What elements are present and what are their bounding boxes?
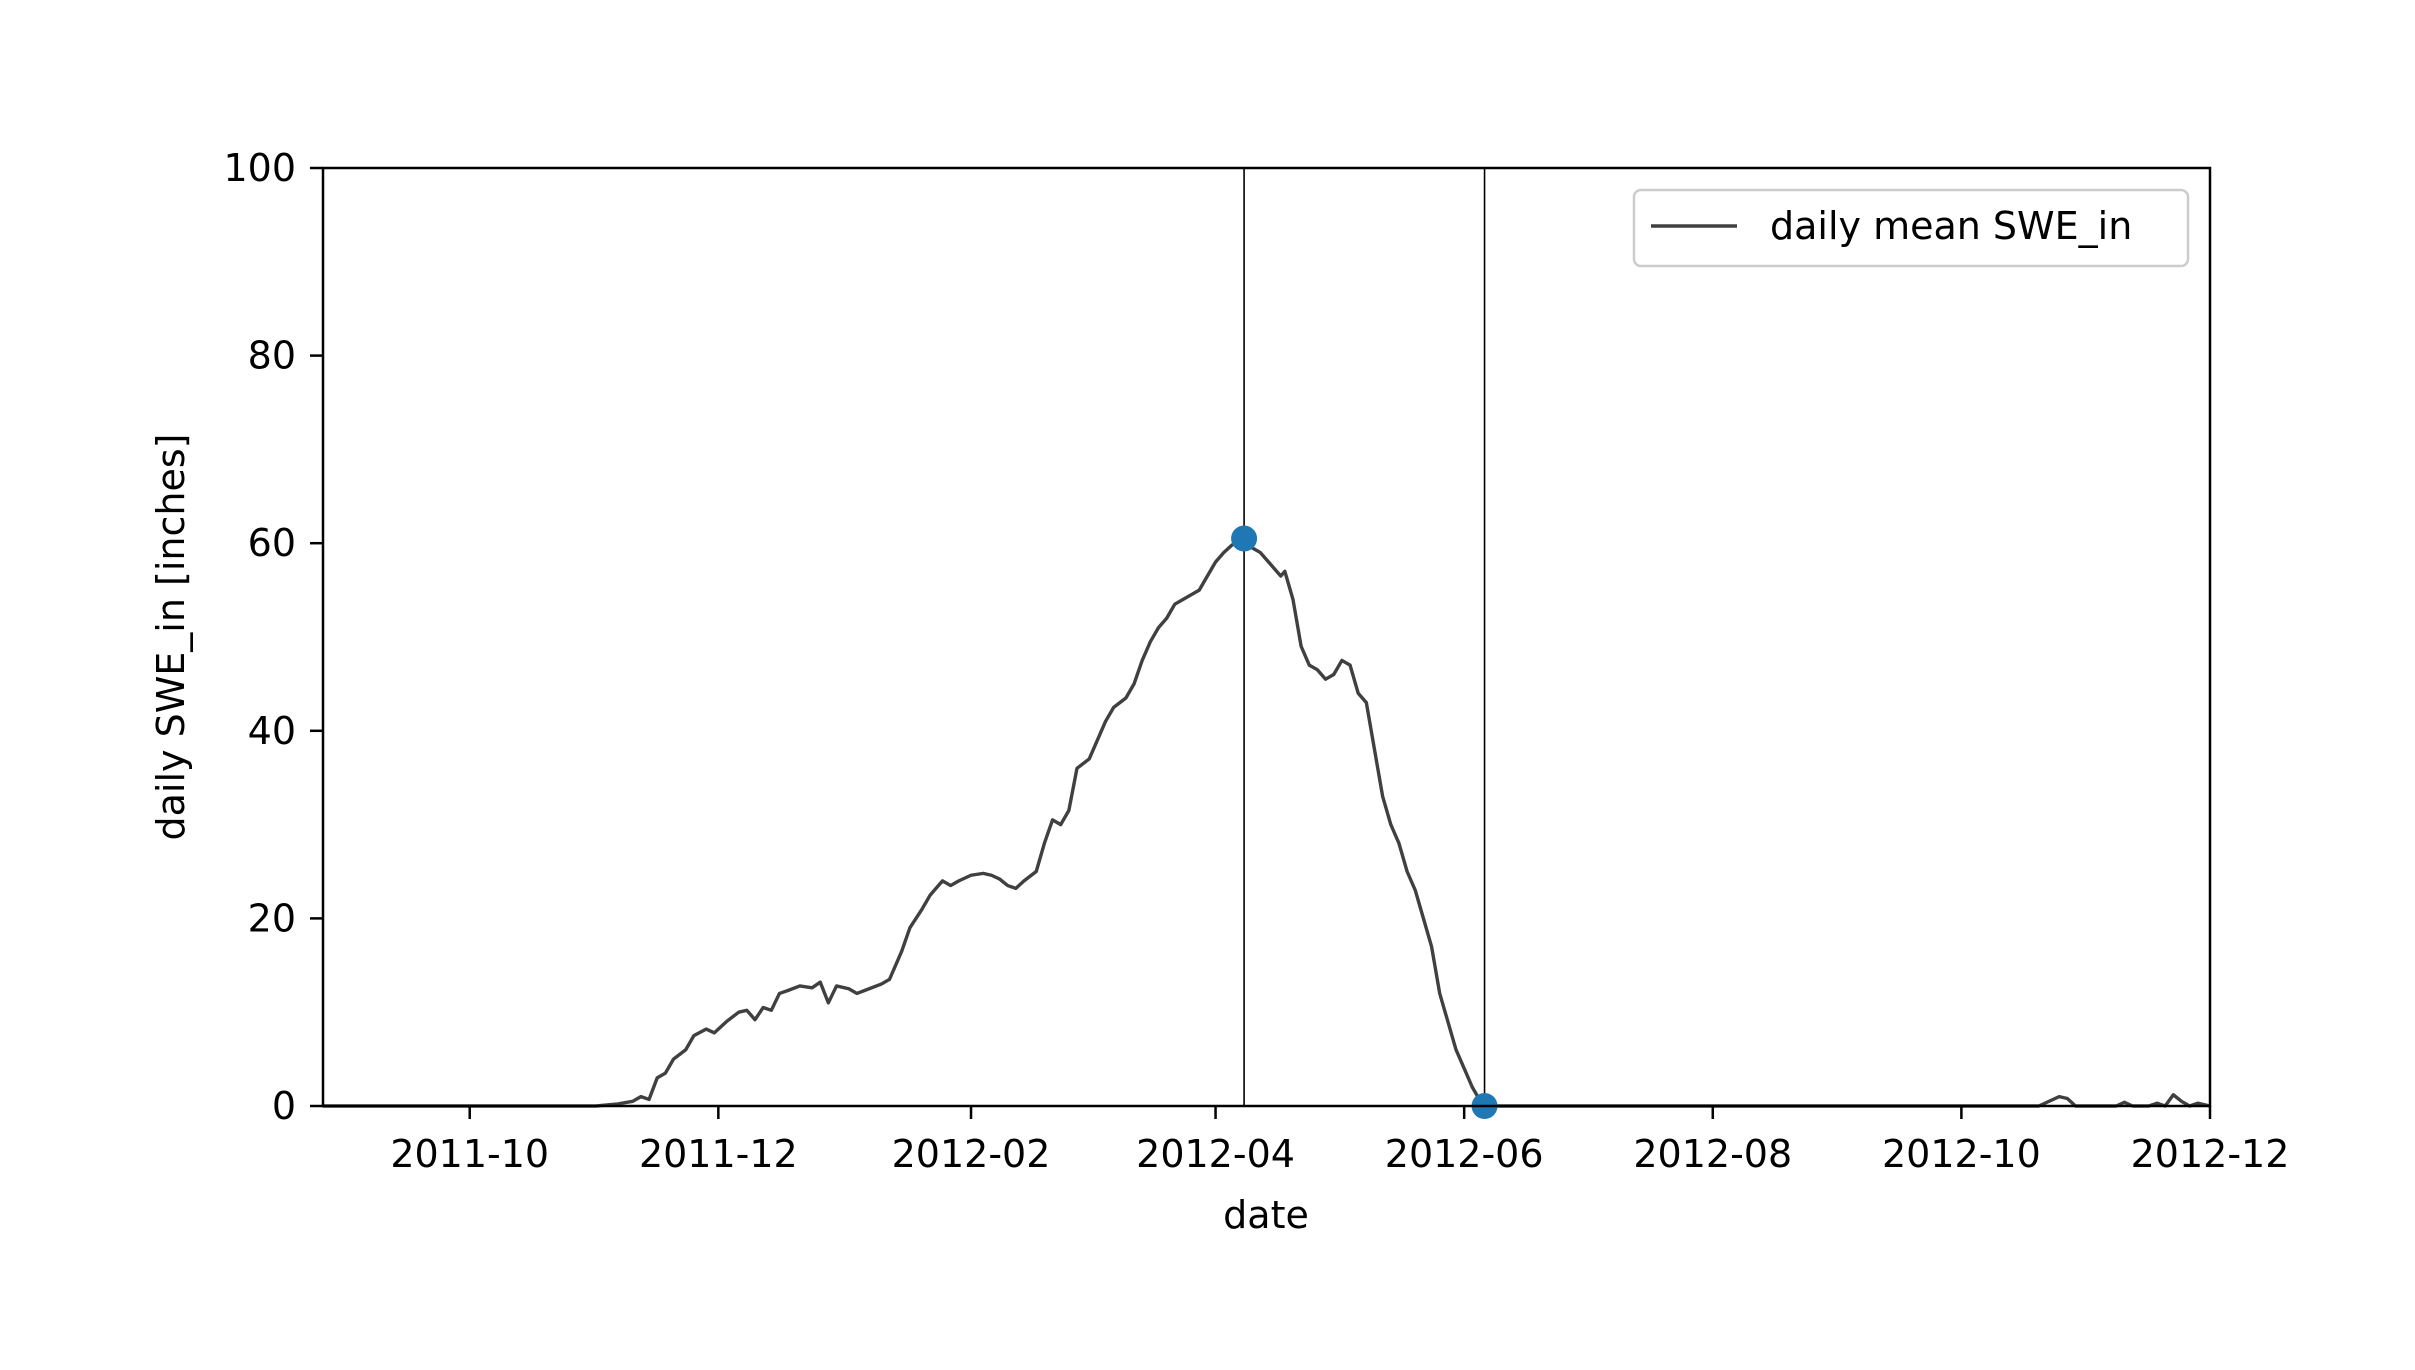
- plot-frame: [321, 166, 2212, 1108]
- x-tick-label-2012-02: 2012-02: [892, 1132, 1051, 1176]
- x-axis-label: date: [1223, 1193, 1309, 1237]
- x-tick-label-2012-08: 2012-08: [1633, 1132, 1792, 1176]
- x-tick-label-2011-10: 2011-10: [390, 1132, 549, 1176]
- y-tick-label-100: 100: [223, 146, 296, 190]
- legend-box: [1632, 188, 2190, 268]
- plot-background: [323, 168, 2210, 1106]
- y-tick-label-40: 40: [248, 709, 296, 753]
- legend-label: daily mean SWE_in: [1770, 204, 2132, 248]
- y-tick-label-60: 60: [248, 521, 296, 565]
- vline-layer: [1243, 168, 1486, 1106]
- legend: daily mean SWE_in: [1632, 188, 2190, 268]
- x-tick-label-2012-10: 2012-10: [1882, 1132, 2041, 1176]
- peak-and-meltout-markers: [1231, 525, 1498, 1119]
- y-tick-label-80: 80: [248, 334, 296, 378]
- y-axis-ticks: 0 20 40 60 80 100: [223, 146, 323, 1128]
- y-tick-label-20: 20: [248, 896, 296, 940]
- x-axis-ticks: 2011-10 2011-12 2012-02 2012-04 2012-06 2012-…: [390, 1106, 2289, 1176]
- y-tick-label-0: 0: [272, 1084, 296, 1128]
- marker-point-1: [1231, 525, 1258, 552]
- x-tick-label-2012-12: 2012-12: [2131, 1132, 2290, 1176]
- x-tick-label-2012-04: 2012-04: [1136, 1132, 1295, 1176]
- x-tick-label-2012-06: 2012-06: [1385, 1132, 1544, 1176]
- y-axis-label: daily SWE_in [inches]: [149, 434, 193, 841]
- series-line-daily-mean-swe: [323, 536, 2211, 1108]
- x-tick-label-2011-12: 2011-12: [639, 1132, 798, 1176]
